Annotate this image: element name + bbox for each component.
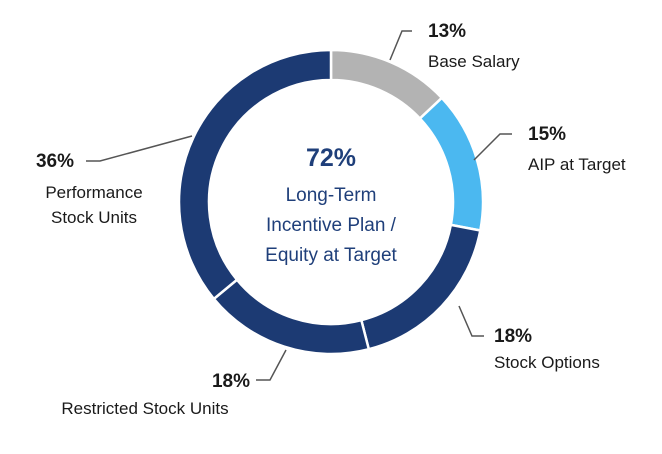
slice-restricted-stock-units xyxy=(212,278,371,356)
slice-stock-options xyxy=(359,223,482,351)
donut-slices xyxy=(177,48,485,356)
slice-label-aip-at-target: AIP at Target xyxy=(528,155,626,174)
slice-base-salary xyxy=(329,48,444,121)
slice-label-performance-stock-units-line-1: Performance xyxy=(45,183,142,202)
center-percentage: 72% xyxy=(306,144,356,172)
slice-label-base-salary: Base Salary xyxy=(428,52,520,71)
slice-label-stock-options: Stock Options xyxy=(494,353,600,372)
slice-performance-stock-units xyxy=(177,48,333,301)
leader-line-base-salary xyxy=(389,30,412,61)
slice-value-aip-at-target: 15% xyxy=(528,124,566,145)
slice-aip-at-target xyxy=(418,96,485,232)
slice-value-restricted-stock-units: 18% xyxy=(212,371,250,392)
leader-line-performance-stock-units xyxy=(86,135,193,162)
center-annotation: 72% Long-Term Incentive Plan / Equity at… xyxy=(265,144,397,266)
slice-label-performance-stock-units-line-2: Stock Units xyxy=(51,208,137,227)
slice-label-restricted-stock-units: Restricted Stock Units xyxy=(61,399,228,418)
center-label-line-1: Long-Term xyxy=(286,185,377,206)
slice-labels: 13% Base Salary 15% AIP at Target 18% Stock O… xyxy=(36,21,626,418)
center-label-line-2: Incentive Plan / xyxy=(266,215,397,236)
center-label-line-3: Equity at Target xyxy=(265,245,397,266)
slice-value-stock-options: 18% xyxy=(494,326,532,347)
leader-line-aip-at-target xyxy=(473,133,512,161)
slice-value-performance-stock-units: 36% xyxy=(36,151,74,172)
slice-value-base-salary: 13% xyxy=(428,21,466,42)
leader-line-restricted-stock-units xyxy=(256,349,287,381)
leader-lines xyxy=(86,30,512,381)
leader-line-stock-options xyxy=(458,305,484,337)
